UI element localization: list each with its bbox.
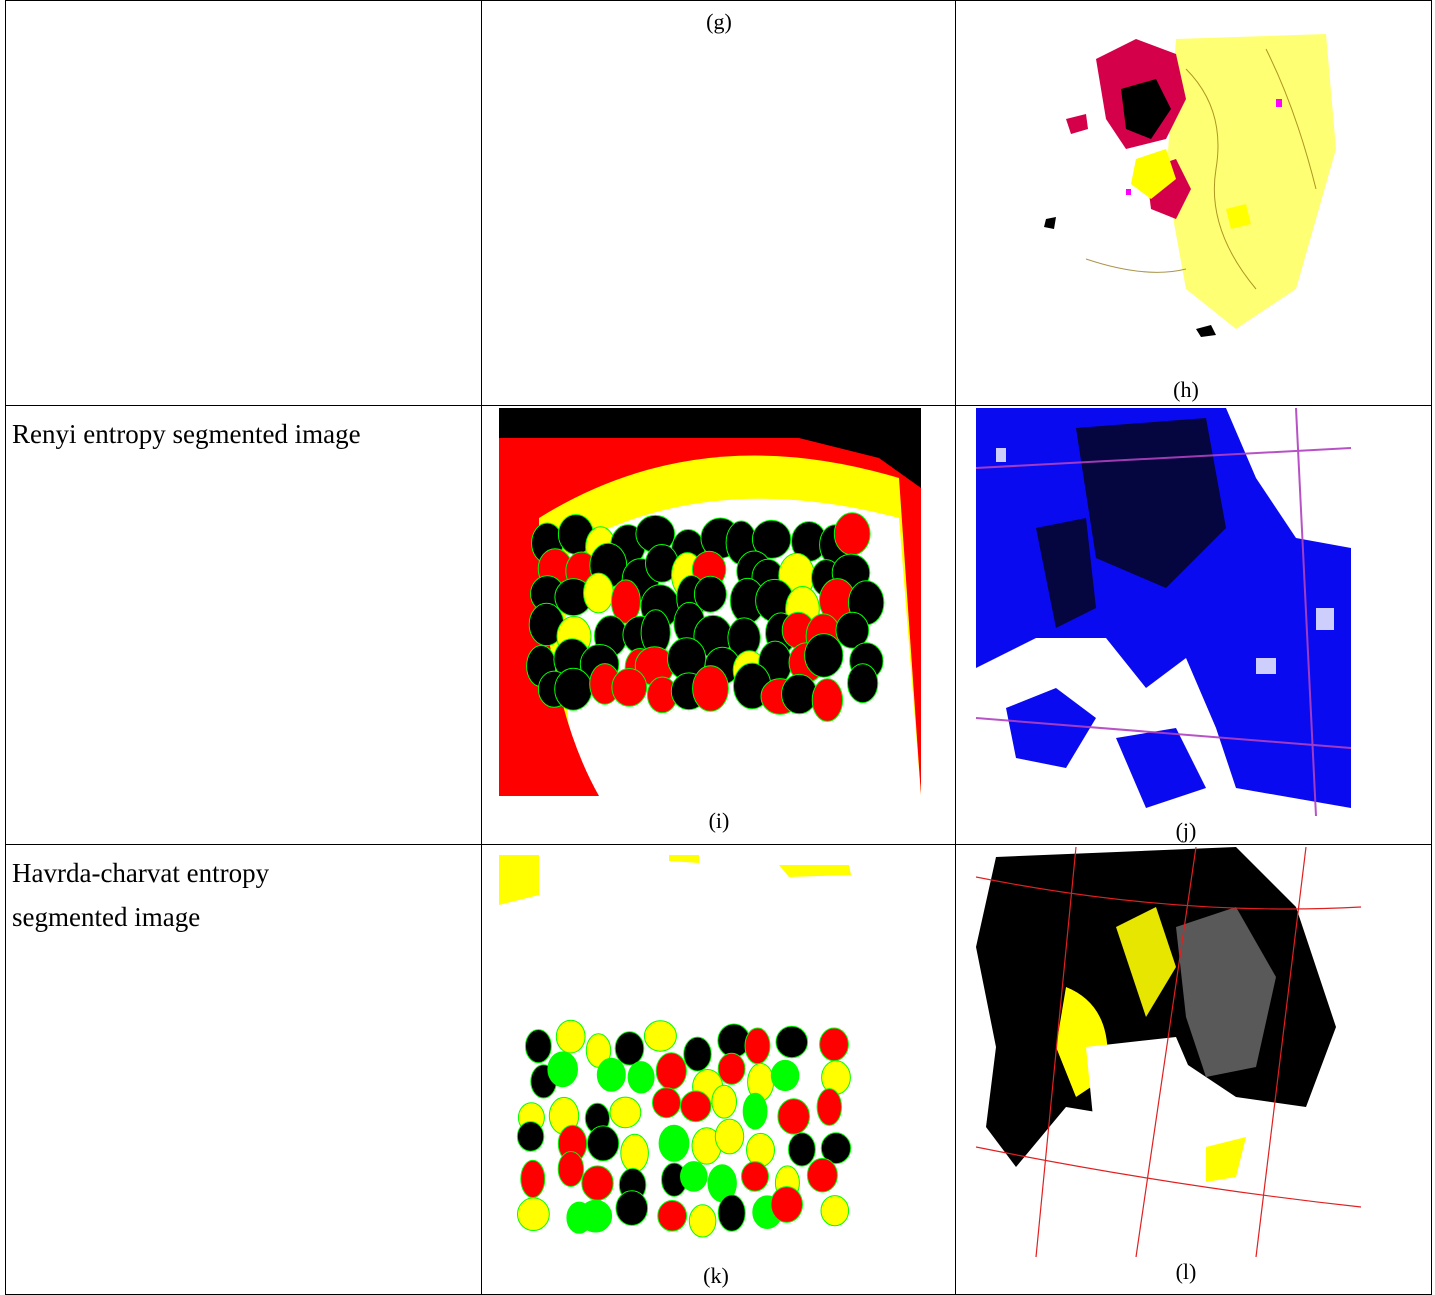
bean	[516, 1121, 545, 1152]
caption-i: (i)	[708, 808, 730, 833]
bean	[610, 579, 641, 624]
bean	[741, 1161, 769, 1192]
bean	[781, 673, 818, 715]
bean	[581, 1165, 614, 1201]
image-cell-k: (k)	[481, 844, 956, 1295]
bean	[688, 1204, 717, 1238]
bean	[643, 1020, 677, 1052]
bean	[804, 633, 844, 678]
bean	[680, 1090, 712, 1123]
bean	[692, 665, 729, 712]
bean	[806, 1157, 838, 1193]
bean	[717, 1052, 746, 1085]
bean	[614, 1031, 645, 1066]
segmented-satellite-image-j	[976, 408, 1351, 816]
caption-k: (k)	[703, 1263, 729, 1288]
bean	[775, 1025, 809, 1059]
bean	[819, 1027, 849, 1062]
bean	[517, 1197, 550, 1232]
bean	[714, 1118, 745, 1155]
bean	[609, 1096, 642, 1129]
row-label	[6, 1, 481, 7]
bean	[547, 1051, 579, 1088]
segmented-satellite-image-h	[1044, 34, 1336, 337]
row-label-line-1: Havrda-charvat entropy	[12, 858, 270, 888]
bean-cluster	[526, 512, 885, 722]
bean	[583, 572, 614, 614]
segmented-beans-image-k	[499, 855, 852, 1238]
bean	[751, 519, 792, 559]
figure-row-1: (g)	[5, 0, 1432, 406]
bean	[555, 1019, 586, 1054]
figure-row-3: Havrda-charvat entropy segmented image (…	[5, 844, 1432, 1295]
figure-table: (g)	[5, 0, 1432, 1295]
image-cell-l: (l)	[955, 844, 1432, 1295]
bean	[820, 1195, 850, 1227]
bean	[835, 611, 870, 649]
bean	[746, 1132, 775, 1168]
caption-h: (h)	[1173, 377, 1199, 402]
bean	[658, 1124, 690, 1162]
bean	[788, 1132, 816, 1167]
row-label-cell-1	[5, 0, 482, 406]
bean	[657, 1200, 688, 1232]
row-label-cell-3: Havrda-charvat entropy segmented image	[5, 844, 482, 1295]
bean	[833, 512, 871, 556]
bean	[816, 1088, 842, 1126]
image-cell-h: (h)	[955, 0, 1432, 406]
bean	[627, 1061, 655, 1094]
segmented-beans-image-i	[499, 408, 921, 796]
segmented-satellite-image-l	[976, 847, 1361, 1257]
bean	[579, 1199, 613, 1233]
bean	[620, 1133, 649, 1173]
bean	[770, 1059, 800, 1092]
bean	[777, 1098, 811, 1135]
bean	[525, 1029, 552, 1064]
bean	[744, 1027, 771, 1065]
bean	[770, 1186, 804, 1223]
row-label-cell-2: Renyi entropy segmented image	[5, 405, 482, 845]
bean	[811, 678, 844, 722]
bean	[596, 1057, 626, 1092]
bean	[847, 663, 879, 704]
bean	[554, 667, 593, 711]
bean	[742, 1092, 768, 1130]
row-label-line-2: segmented image	[12, 902, 201, 932]
bean	[520, 1159, 546, 1199]
bean	[586, 1125, 620, 1162]
bean	[693, 575, 727, 613]
bean	[652, 1087, 681, 1119]
image-cell-i: (i)	[481, 405, 956, 845]
caption-j: (j)	[1175, 818, 1197, 843]
bean-cluster	[516, 1019, 852, 1238]
caption-l: (l)	[1175, 1259, 1197, 1284]
bean	[611, 668, 648, 707]
bean	[680, 1161, 708, 1192]
caption-g: (g)	[706, 9, 732, 34]
bean	[717, 1194, 746, 1232]
image-cell-j: (j)	[955, 405, 1432, 845]
bean	[711, 1084, 737, 1119]
row-label: Renyi entropy segmented image	[12, 419, 361, 449]
bean	[820, 1132, 852, 1165]
bean	[683, 1036, 712, 1072]
image-cell-g: (g)	[481, 0, 956, 406]
figure-row-2: Renyi entropy segmented image (i)	[5, 405, 1432, 845]
bean	[615, 1190, 649, 1226]
bean	[557, 1151, 585, 1187]
bean	[655, 1052, 687, 1090]
